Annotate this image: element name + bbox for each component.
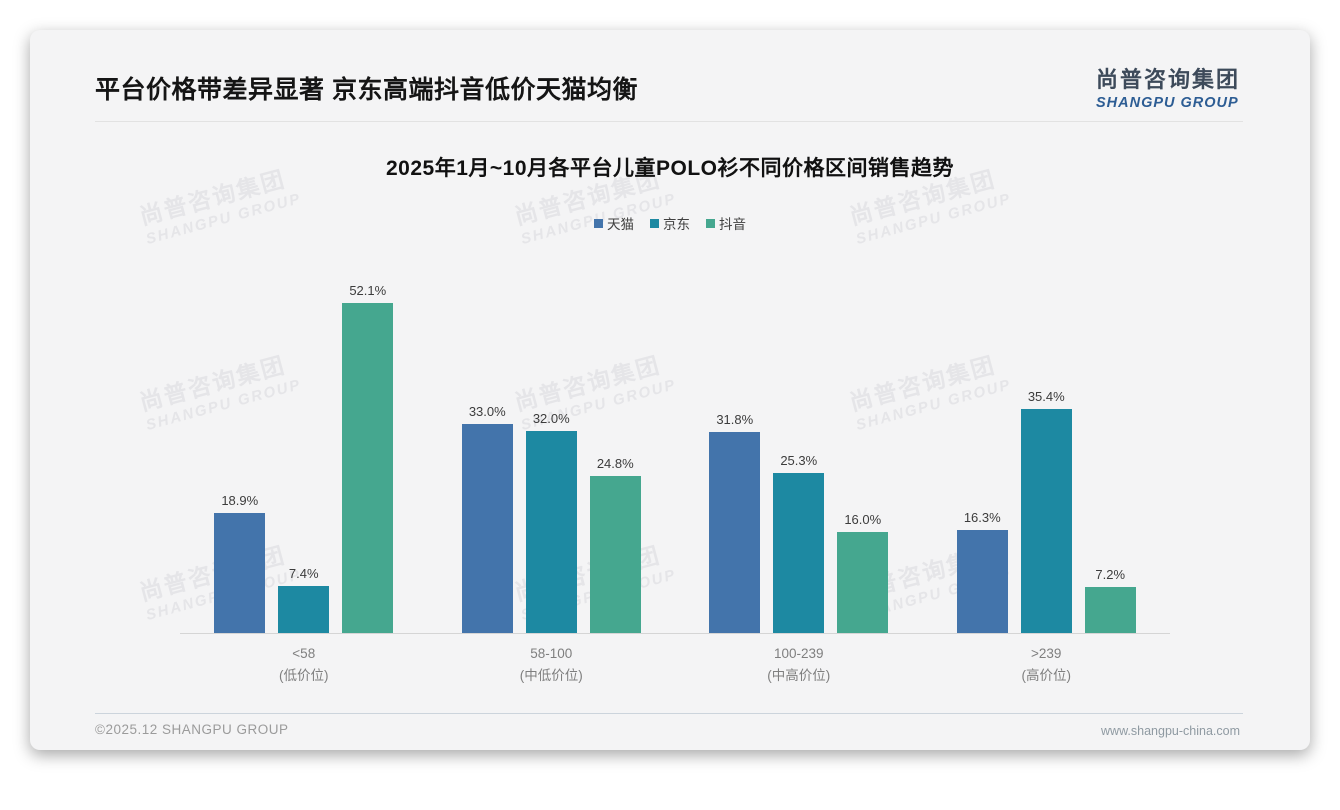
logo-cn-text: 尚普咨询集团 <box>1095 67 1240 92</box>
bar-group: 18.9% 7.4% 52.1% <58 (低价位) <box>214 283 394 686</box>
bar-value-label: 24.8% <box>596 456 634 472</box>
bar-天猫: 16.3% <box>956 510 1008 633</box>
bar-京东: 7.4% <box>278 566 330 633</box>
bar-value-label: 16.3% <box>963 509 1001 525</box>
legend-swatch-icon <box>706 218 715 228</box>
bar-京东: 32.0% <box>525 411 577 633</box>
bar-抖音: 16.0% <box>837 512 889 633</box>
footer-divider <box>95 713 1243 714</box>
legend-swatch-icon <box>594 218 603 228</box>
bar-京东: 35.4% <box>1020 389 1072 633</box>
bar-value-label: 52.1% <box>349 283 387 299</box>
legend-item: 抖音 <box>706 213 746 233</box>
page-title: 平台价格带差异显著 京东高端抖音低价天猫均衡 <box>95 76 638 104</box>
legend-label: 京东 <box>663 217 690 232</box>
footer-copyright: ©2025.12 SHANGPU GROUP <box>95 722 289 737</box>
legend-item: 天猫 <box>594 213 634 233</box>
slide-card: 尚普咨询集团 SHANGPU GROUP 尚普咨询集团 SHANGPU GROUP 尚普… <box>30 30 1310 750</box>
bar-value-label: 18.9% <box>221 493 259 509</box>
bar-抖音: 52.1% <box>342 283 394 633</box>
bar-value-label: 31.8% <box>716 411 754 427</box>
bar-value-label: 32.0% <box>532 410 570 426</box>
bar-value-label: 16.0% <box>844 511 882 527</box>
bar-group: 31.8% 25.3% 16.0% 100-239 (中高价位) <box>709 285 889 686</box>
footer-website: www.shangpu-china.com <box>1101 724 1240 738</box>
x-axis-line <box>180 633 1170 634</box>
bar-天猫: 31.8% <box>709 412 761 633</box>
header-divider <box>95 121 1243 122</box>
category-label: 58-100 (中低价位) <box>519 646 583 683</box>
bar-group: 33.0% 32.0% 24.8% 58-100 (中低价位) <box>461 285 641 686</box>
bar-抖音: 7.2% <box>1084 567 1136 633</box>
category-label: >239 (高价位) <box>1021 646 1072 683</box>
bar-group: 16.3% 35.4% 7.2% >239 (高价位) <box>956 285 1136 686</box>
chart-legend: 天猫 京东 抖音 <box>30 213 1310 233</box>
legend-item: 京东 <box>650 213 690 233</box>
plot-area: 18.9% 7.4% 52.1% <58 (低价位) 33.0% 32.0% 24.8% 58-… <box>180 283 1170 686</box>
bar-value-label: 35.4% <box>1027 389 1065 404</box>
bar-天猫: 33.0% <box>461 404 513 633</box>
chart-title: 2025年1月~10月各平台儿童POLO衫不同价格区间销售趋势 <box>385 157 955 180</box>
legend-label: 抖音 <box>719 217 746 232</box>
legend-label: 天猫 <box>607 217 634 232</box>
bar-天猫: 18.9% <box>214 493 266 633</box>
bar-value-label: 7.2% <box>1095 567 1126 583</box>
bar-抖音: 24.8% <box>589 456 641 633</box>
logo-en-text: SHANGPU GROUP <box>1095 95 1239 111</box>
bar-京东: 25.3% <box>773 453 825 633</box>
legend-swatch-icon <box>650 218 659 228</box>
category-label: 100-239 (中高价位) <box>767 646 831 683</box>
bar-value-label: 25.3% <box>780 452 818 468</box>
bar-value-label: 7.4% <box>288 566 319 582</box>
bar-value-label: 33.0% <box>468 404 506 420</box>
category-label: <58 (低价位) <box>279 646 329 683</box>
company-logo: 尚普咨询集团 SHANGPU GROUP <box>1096 62 1240 111</box>
